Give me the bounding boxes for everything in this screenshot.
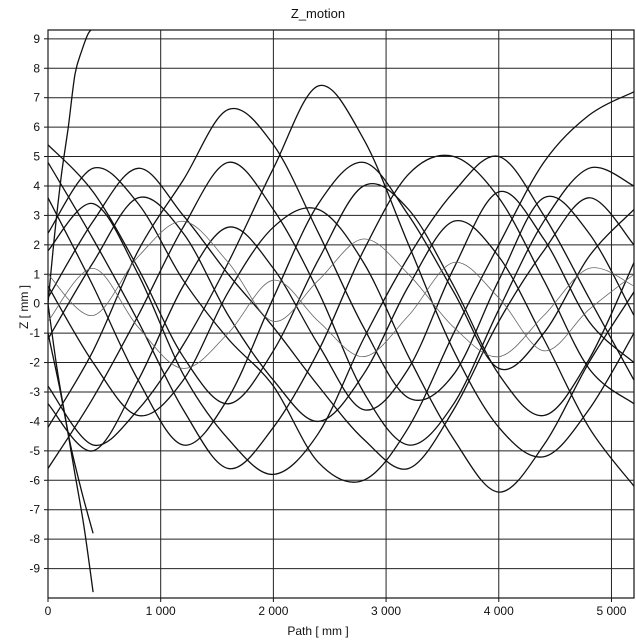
y-tick-label: -4 xyxy=(29,414,40,428)
y-tick-label: -3 xyxy=(29,385,40,399)
series-line-16 xyxy=(48,220,634,358)
x-tick-label: 5 000 xyxy=(596,604,626,618)
series-line-11 xyxy=(48,190,634,452)
x-tick-label: 1 000 xyxy=(146,604,176,618)
series-line-9 xyxy=(48,196,634,487)
chart-title: Z_motion xyxy=(290,6,346,21)
plot-frame xyxy=(47,29,635,599)
y-tick-label: 4 xyxy=(33,179,40,193)
series-line-6 xyxy=(48,154,634,470)
series-line-17 xyxy=(48,262,634,369)
series-line-1 xyxy=(48,144,634,417)
series-line-2 xyxy=(48,161,634,469)
y-tick-label: -7 xyxy=(29,503,40,517)
y-tick-label: 9 xyxy=(33,32,40,46)
y-tick-label: 1 xyxy=(33,267,40,281)
y-tick-label: 3 xyxy=(33,208,40,222)
y-tick-label: -2 xyxy=(29,356,40,370)
series-line-8 xyxy=(48,155,634,476)
x-tick-label: 3 000 xyxy=(371,604,401,618)
y-tick-label: 6 xyxy=(33,120,40,134)
series-line-3 xyxy=(48,91,634,483)
x-tick-label: 0 xyxy=(45,604,52,618)
series-line-7 xyxy=(48,107,634,428)
y-tick-label: 7 xyxy=(33,91,40,105)
x-tick-label: 4 000 xyxy=(484,604,514,618)
series-line-15 xyxy=(48,332,94,534)
y-tick-label: -9 xyxy=(29,562,40,576)
y-tick-label: -1 xyxy=(29,326,40,340)
y-tick-label: 8 xyxy=(33,61,40,75)
y-tick-label: -5 xyxy=(29,444,40,458)
x-tick-label: 2 000 xyxy=(258,604,288,618)
y-tick-label: -8 xyxy=(29,532,40,546)
y-tick-label: 2 xyxy=(33,238,40,252)
series-line-12 xyxy=(48,167,634,470)
y-tick-label: 0 xyxy=(33,297,40,311)
series-line-13 xyxy=(48,30,92,304)
series-line-5 xyxy=(48,207,634,493)
y-tick-label: 5 xyxy=(33,150,40,164)
y-tick-label: -6 xyxy=(29,473,40,487)
x-axis-label: Path [ mm ] xyxy=(287,624,349,638)
